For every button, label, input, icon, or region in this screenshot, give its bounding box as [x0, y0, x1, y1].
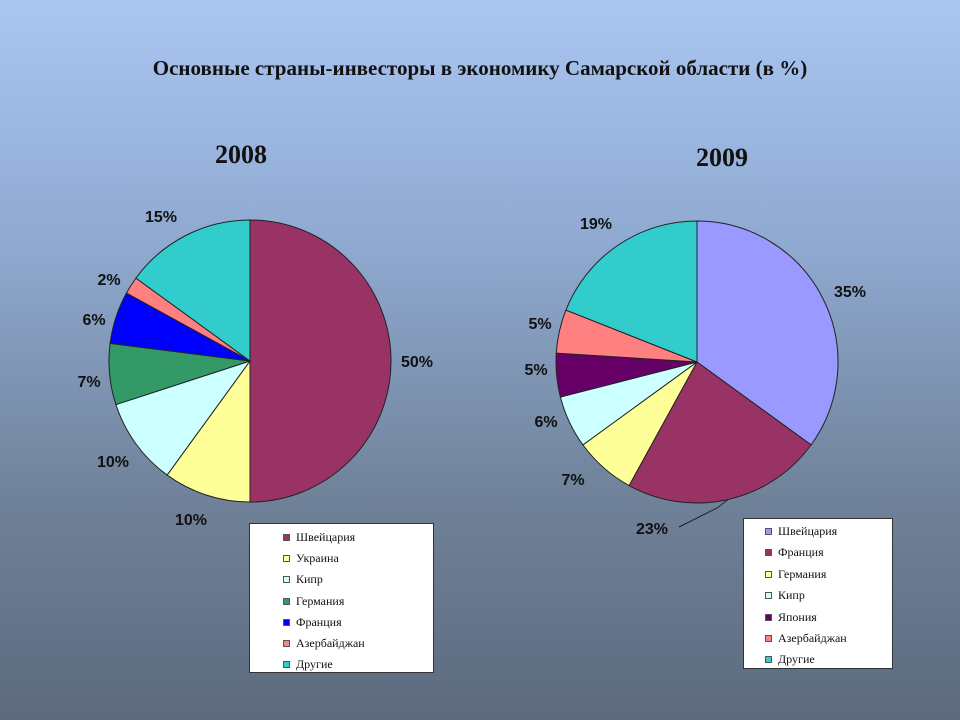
legend-2009-swatch-0 [765, 528, 772, 535]
legend-2008-swatch-0 [283, 534, 290, 541]
legend-2009-item-0: Швейцария [765, 522, 892, 543]
legend-2008-label-3: Германия [296, 593, 345, 608]
legend-2009-label-0: Швейцария [778, 524, 838, 538]
legend-2009-item-1: Франция [765, 543, 892, 564]
legend-2009-swatch-3 [765, 592, 772, 600]
legend-2008-item-4: Франция [283, 613, 433, 634]
pie-2008-slice-0 [249, 219, 392, 503]
legend-2008-item-6: Другие [283, 655, 433, 676]
legend-2009-item-5: Азербайджан [765, 629, 892, 650]
legend-2008-item-1: Украина [283, 549, 433, 570]
pie-2008-slice-1 [166, 359, 251, 503]
legend-2008-swatch-2 [283, 576, 290, 584]
legend-2008-item-3: Германия [283, 592, 433, 613]
pie-2008-data-label-5: 2% [97, 272, 120, 289]
pie-2009-slice-0 [696, 220, 839, 446]
pie-2009-data-label-2: 7% [561, 472, 584, 489]
legend-2008-swatch-1 [283, 555, 290, 563]
pie-2008-data-label-0: 50% [401, 354, 433, 371]
legend-2009-swatch-5 [765, 634, 772, 642]
legend-2009-item-6: Другие [765, 650, 892, 671]
legend-2008-item-5: Азербайджан [283, 634, 433, 655]
pie-title-2008: 2008 [215, 140, 267, 169]
pie-2009-slice-6 [565, 220, 698, 363]
legend-2009-swatch-2 [765, 570, 772, 578]
pie-2009-slice-1 [628, 361, 812, 504]
legend-2008-label-0: Швейцария [296, 530, 356, 544]
legend-2009-item-4: Япония [765, 608, 892, 629]
legend-2009-label-5: Азербайджан [778, 630, 847, 645]
legend-2009-label-2: Германия [778, 566, 827, 581]
legend-2009-swatch-1 [765, 549, 772, 557]
legend-2008-item-0: Швейцария [283, 528, 433, 549]
pie-2008-slice-6 [135, 219, 251, 362]
legend-2008-swatch-5 [283, 639, 290, 647]
pie-title-2009: 2009 [696, 143, 748, 172]
legend-2008-label-4: Франция [296, 614, 342, 629]
legend-2009-swatch-4 [765, 613, 772, 621]
legend-2009-label-3: Кипр [778, 588, 805, 603]
pie-2009-data-label-3: 6% [534, 414, 557, 431]
pie-2008-slice-2 [115, 360, 252, 476]
legend-2009-label-4: Япония [778, 609, 817, 624]
legend-2009-item-2: Германия [765, 565, 892, 586]
legend-2008-swatch-6 [283, 661, 290, 669]
legend-2009-label-6: Другие [778, 652, 815, 667]
legend-2008-label-2: Кипр [296, 572, 323, 587]
pie-2009-data-label-1: 23% [636, 521, 668, 538]
legend-2008-label-5: Азербайджан [296, 635, 365, 650]
pie-2009-leader-line-1 [678, 499, 729, 528]
pie-2008-data-label-3: 7% [77, 374, 100, 391]
legend-2008-label-6: Другие [296, 657, 333, 672]
legend-2008-label-1: Украина [296, 551, 339, 566]
pie-2009-data-label-5: 5% [528, 316, 551, 333]
pie-2008-data-label-4: 6% [82, 312, 105, 329]
pie-2008-data-label-2: 10% [97, 454, 129, 471]
legend-2008-swatch-3 [283, 597, 290, 605]
legend-2009-swatch-6 [765, 656, 772, 664]
pie-2009-data-label-0: 35% [834, 284, 866, 301]
legend-2009-label-1: Франция [778, 545, 824, 560]
pie-2008-data-label-1: 10% [175, 512, 207, 529]
main-title: Основные страны-инвесторы в экономику Са… [152, 56, 808, 80]
legend-2008-item-2: Кипр [283, 570, 433, 591]
pie-2009-data-label-4: 5% [524, 362, 547, 379]
legend-2008: Швейцария Украина Кипр Германия Франция Азерб… [249, 523, 434, 673]
pie-2009-data-label-6: 19% [580, 216, 612, 233]
legend-2008-swatch-4 [283, 618, 290, 626]
pie-2008-data-label-6: 15% [145, 209, 177, 226]
legend-2009-item-3: Кипр [765, 586, 892, 607]
legend-2009: Швейцария Франция Германия Кипр Япония Азерба… [743, 518, 893, 669]
